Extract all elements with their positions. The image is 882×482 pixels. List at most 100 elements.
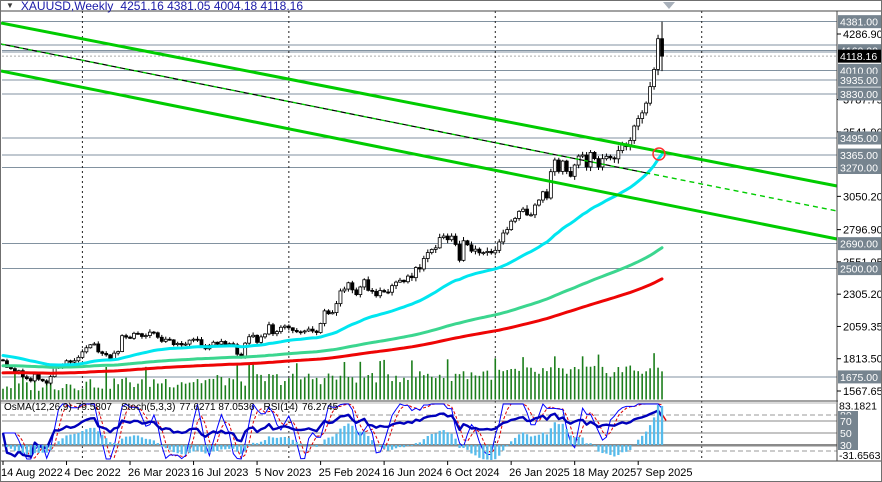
price-level-badge [838,73,881,87]
price-level-badge [838,262,881,276]
entry-red-circle-marker [652,147,666,161]
bull-candle-body [390,285,394,293]
bear-candle-body [290,327,295,331]
bull-candle-body [473,248,478,252]
bear-candle-body [564,160,569,172]
osc-min-label: -31.6563 [839,450,881,462]
time-axis-label: 6 Oct 2024 [446,467,500,479]
bull-candle-body [80,351,85,358]
bull-candle-body [588,152,593,168]
bear-candle-body [326,310,331,315]
bull-candle-body [632,125,637,141]
price-level-badge-label: 3830.00 [840,89,878,101]
bear-candle-body [489,250,494,254]
bear-candle-body [215,341,220,345]
stoch-k-line [3,402,663,460]
time-axis-label: 16 Jul 2023 [192,467,249,479]
volume-bars [2,353,663,400]
bull-candle-body [521,208,525,212]
indicator-panel [1,402,837,460]
support-resistance-lines [2,21,837,378]
ma-fast-line [1,152,664,367]
channel-median-black-line [1,43,647,174]
price-level-badge [838,148,881,162]
bull-candle-body [282,325,287,328]
bull-candle-body [509,220,514,231]
time-axis[interactable]: 14 Aug 2022 4 Dec 2022 26 Mar 2023 16 Jul 2… [1,461,692,479]
bull-candle-body [413,267,418,279]
bear-candle-body [660,38,664,57]
symbol-triangle-marker [663,2,675,9]
bull-candle-body [338,290,343,305]
bull-candle-body [358,286,363,295]
bear-candle-body [608,155,613,159]
bear-candle-body [350,282,355,291]
bear-candle-body [286,325,291,329]
bull-candle-body [120,335,124,352]
price-level-badge [838,87,881,101]
bear-candle-body [136,332,140,335]
bull-candle-body [548,171,553,199]
axis-label-bg [838,400,881,411]
bull-candle-body [636,118,641,127]
bull-candle-body [88,344,93,349]
bull-candle-body [517,210,521,219]
bull-candle-body [481,252,486,254]
bear-candle-body [199,339,204,347]
bull-candle-body [116,351,121,354]
bull-candle-body [485,250,490,253]
bear-candle-body [28,378,33,382]
price-level-badge [838,131,881,145]
price-axis[interactable]: 4286.903787.753541.903050.202796.902551.… [837,15,882,462]
time-axis-label: 26 Mar 2023 [128,467,190,479]
bull-candle-body [219,341,224,345]
bear-candle-body [271,324,275,335]
bear-candle-body [195,338,200,341]
bull-candle-body [92,343,97,346]
channel-upper-line [1,21,838,188]
bull-candle-body [441,235,446,239]
bear-candle-body [445,235,450,241]
bear-candle-body [417,267,422,270]
bull-candle-body [144,335,148,337]
price-level-badge [838,15,881,29]
bull-candle-body [656,38,660,70]
bull-candle-body [263,333,267,338]
bear-candle-body [294,330,299,333]
bull-candle-body [433,247,438,250]
bull-candle-body [163,338,168,342]
price-level-badge-label: 3935.00 [840,75,878,87]
bull-candle-body [72,360,77,363]
price-tick-label: 2059.35 [843,321,882,333]
bull-candle-body [346,282,351,290]
symbol-dropdown-icon[interactable]: ▼ [6,1,14,10]
bull-candle-body [318,323,323,333]
bear-candle-body [179,343,184,346]
price-tick-label: 2305.20 [843,289,882,301]
price-level-badge [838,161,881,175]
bear-candle-body [465,240,470,246]
price-level-badge [838,438,858,452]
bull-candle-body [644,102,649,114]
bear-candle-body [5,360,9,368]
bull-candle-body [640,112,645,119]
bull-candle-body [330,312,335,315]
bull-candle-body [616,150,621,160]
osma-histogram [5,405,664,461]
bear-candle-body [40,378,45,382]
price-level-badge-label: 3495.00 [840,133,878,145]
bull-candle-body [191,338,196,341]
bear-candle-body [556,159,561,172]
time-axis-label: 26 Jan 2025 [509,467,570,479]
time-axis-label: 16 Jun 2024 [382,467,443,479]
bull-candle-body [147,331,152,336]
time-axis-label: 14 Aug 2022 [1,467,63,479]
bull-candle-body [278,326,283,333]
bull-candle-body [552,159,557,173]
bull-candle-body [425,252,430,259]
bull-candle-body [259,336,263,343]
bear-candle-body [366,279,371,291]
price-level-badge [838,370,881,384]
time-axis-label: 7 Sep 2025 [636,467,692,479]
